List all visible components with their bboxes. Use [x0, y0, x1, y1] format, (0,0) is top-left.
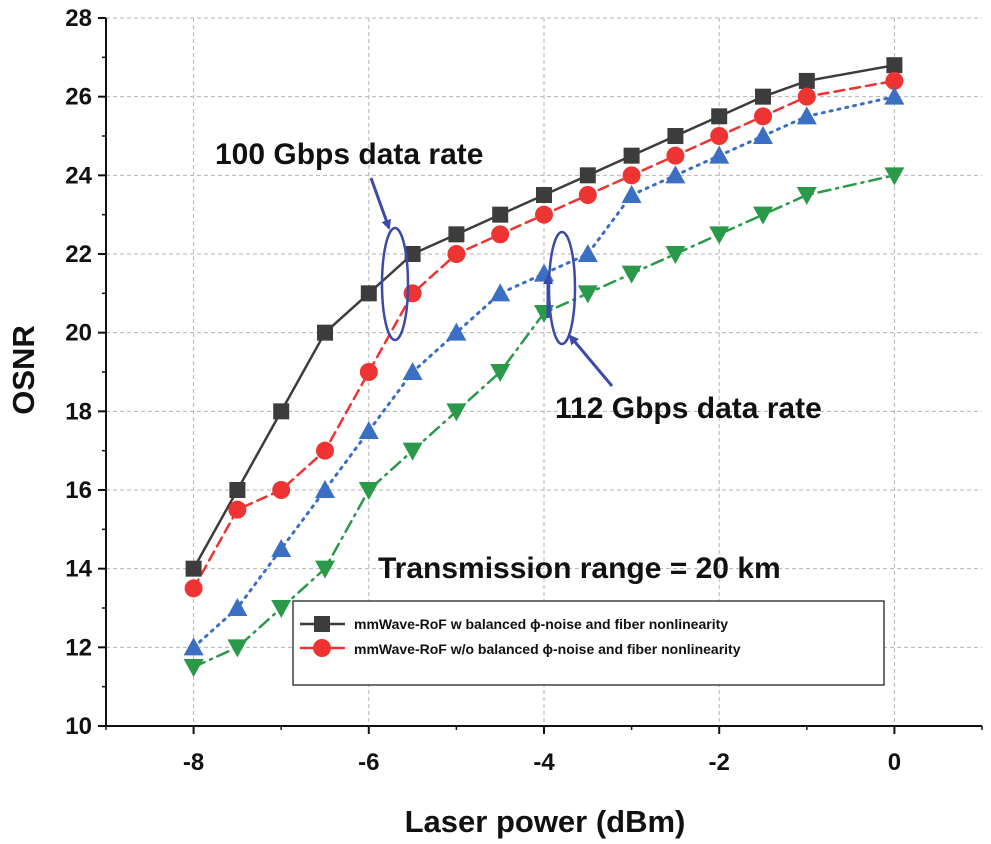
series-4-point — [446, 403, 467, 422]
series-2-point — [666, 146, 685, 165]
series-3-point — [753, 126, 773, 144]
series-2-point — [228, 500, 247, 519]
x-tick-label: -6 — [358, 749, 379, 776]
series-4-point — [271, 600, 292, 618]
series-2-point — [535, 205, 553, 224]
x-tick-label: 0 — [888, 749, 901, 776]
series-1-point — [886, 57, 903, 74]
series-2-point — [272, 481, 291, 499]
series-1-point — [755, 88, 771, 105]
series-1-point — [711, 108, 728, 125]
series-2-line — [192, 79, 896, 590]
y-tick-label: 18 — [65, 398, 92, 425]
series-4-point — [796, 187, 817, 205]
series-1-point — [229, 482, 246, 498]
series-4-point — [358, 482, 379, 500]
series-3-point — [577, 244, 598, 262]
y-tick-label: 24 — [65, 162, 92, 189]
series-3-point — [402, 362, 423, 380]
legend-marker-series-2 — [313, 639, 331, 657]
series-2-point — [359, 363, 378, 381]
series-3-point — [227, 598, 248, 616]
series-1-point — [448, 226, 465, 243]
x-tick-label: -4 — [533, 749, 555, 776]
annotations: 100 Gbps data rate 112 Gbps data rate Tr… — [215, 138, 822, 585]
series-4-line — [192, 174, 896, 669]
annotation-transmission-range: Transmission range = 20 km — [378, 552, 781, 585]
series-2-point — [754, 107, 772, 126]
series-4-point — [402, 442, 423, 461]
series-4-point — [183, 659, 204, 677]
legend-marker-series-1 — [314, 616, 330, 632]
series-1-point — [536, 187, 552, 203]
legend: mmWave-RoF w balanced ϕ-noise and fiber … — [292, 600, 885, 686]
series-3-point — [621, 185, 642, 203]
y-tick-label: 14 — [65, 556, 92, 583]
series-1-point — [623, 147, 640, 164]
y-tick-label: 26 — [65, 84, 92, 111]
legend-box — [292, 600, 885, 686]
series-4-point — [315, 560, 335, 579]
y-tick-label: 16 — [65, 477, 92, 504]
series-4-point — [621, 265, 642, 284]
series-1-point — [185, 560, 202, 577]
series-4-point — [227, 639, 248, 658]
annotation-100gbps: 100 Gbps data rate — [215, 138, 483, 171]
highlight-ellipse-100gbps — [380, 226, 410, 342]
legend-label-series-2: mmWave-RoF w/o balanced ϕ-noise and fibe… — [354, 641, 741, 657]
annotation-112gbps: 112 Gbps data rate — [555, 392, 822, 425]
axes: 10 12 14 16 18 20 22 24 26 28 -8 -6 -4 -2 0 — [65, 5, 983, 776]
legend-label-series-1: mmWave-RoF w balanced ϕ-noise and fiber … — [354, 616, 728, 632]
series-4-point — [665, 246, 686, 264]
y-axis-title: OSNR — [6, 325, 41, 415]
series-1-point — [579, 167, 596, 184]
series-2-point — [447, 245, 466, 263]
series-3-point — [665, 165, 686, 184]
series-2-point — [622, 166, 641, 185]
series-3-point — [358, 421, 379, 439]
series-1-point — [273, 403, 290, 420]
series-4-point — [577, 285, 598, 304]
y-tick-label: 10 — [65, 713, 92, 740]
series-2-point — [885, 71, 904, 90]
series-3-point — [271, 539, 292, 557]
series-3-point — [796, 106, 817, 125]
series-1-point — [317, 324, 333, 341]
series-2-point — [797, 87, 816, 106]
series-3-point — [884, 86, 905, 105]
series-4-point — [753, 206, 773, 225]
series-2-point — [710, 127, 729, 145]
series-4-point — [884, 167, 905, 186]
arrow-100gbps — [369, 177, 391, 230]
series-3-point — [315, 480, 335, 498]
series-2-point — [578, 186, 597, 204]
series-2-point — [316, 441, 334, 460]
series-3-point — [709, 145, 730, 164]
series-1-line — [192, 63, 896, 570]
y-tick-label: 20 — [65, 320, 92, 347]
series-3-point — [490, 283, 511, 302]
series-3-point — [183, 637, 204, 656]
x-tick-label: -2 — [709, 749, 730, 776]
y-tick-label: 12 — [65, 634, 92, 661]
x-tick-label: -8 — [183, 749, 204, 776]
series-1-point — [492, 206, 509, 223]
series-1-point — [360, 285, 377, 302]
series-3-line — [192, 95, 896, 649]
x-axis-title: Laser power (dBm) — [405, 804, 686, 839]
arrow-112gbps — [568, 334, 614, 387]
series-4-point — [709, 226, 730, 245]
y-tick-label: 28 — [65, 5, 92, 32]
series-3-point — [446, 322, 467, 341]
series-1-point — [404, 246, 421, 262]
series-4-point — [490, 364, 511, 382]
series-2-point — [491, 225, 510, 244]
series-1-point — [667, 128, 684, 144]
series-2-point — [184, 579, 203, 598]
y-tick-label: 22 — [65, 241, 92, 268]
series-1-point — [798, 72, 815, 89]
